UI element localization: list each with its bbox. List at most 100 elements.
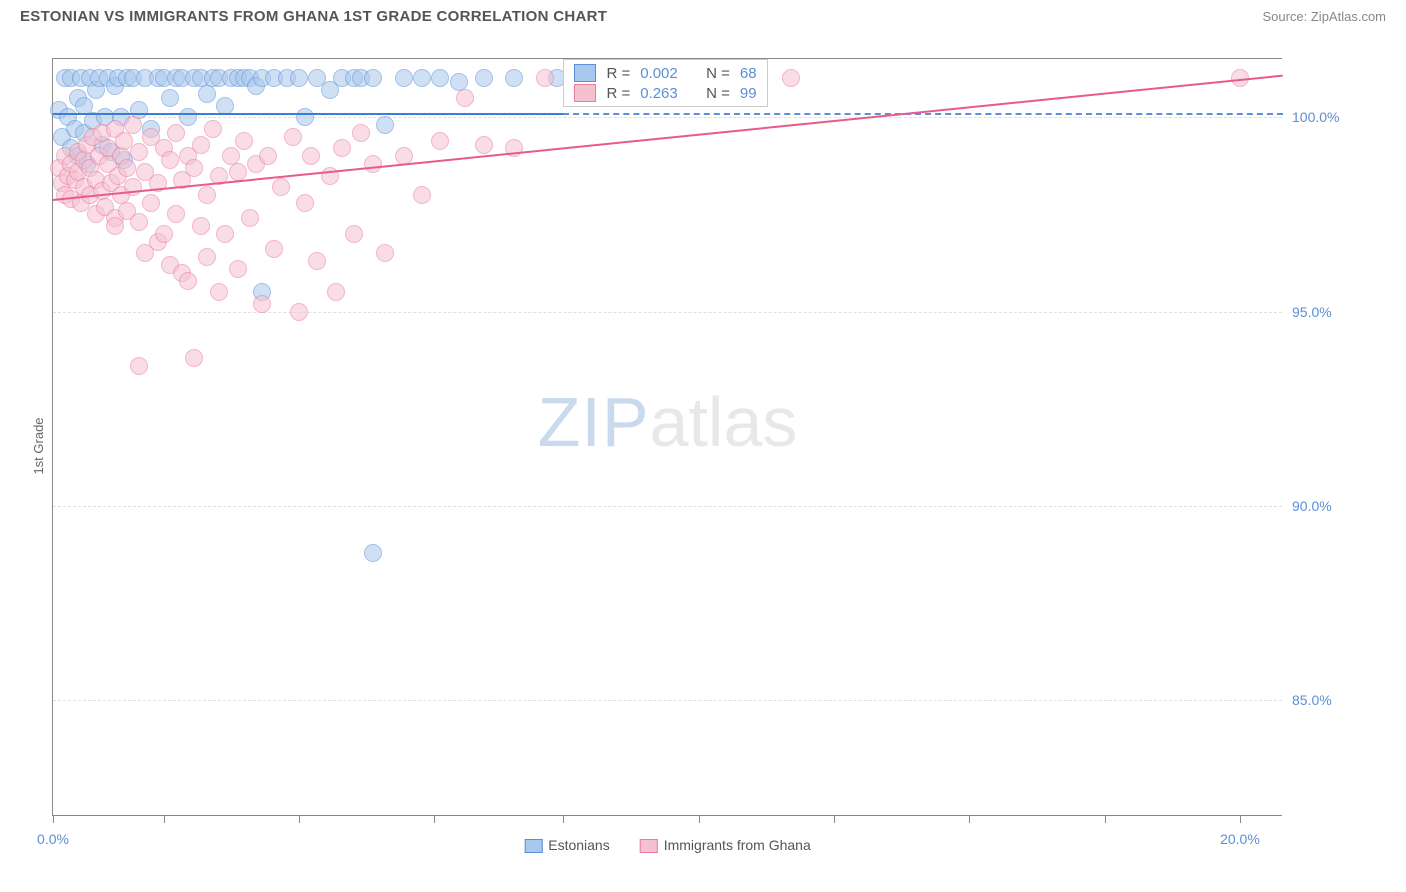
- scatter-point: [327, 283, 345, 301]
- x-tick: [1105, 815, 1106, 823]
- y-tick-label: 95.0%: [1292, 304, 1352, 320]
- gridline: [53, 312, 1282, 313]
- scatter-point: [179, 108, 197, 126]
- scatter-point: [229, 260, 247, 278]
- x-tick: [699, 815, 700, 823]
- scatter-point: [130, 143, 148, 161]
- scatter-point: [210, 283, 228, 301]
- scatter-point: [155, 225, 173, 243]
- y-tick-label: 100.0%: [1292, 109, 1352, 125]
- scatter-point: [161, 151, 179, 169]
- scatter-point: [204, 120, 222, 138]
- scatter-point: [130, 213, 148, 231]
- scatter-point: [192, 136, 210, 154]
- scatter-point: [505, 69, 523, 87]
- legend-swatch: [574, 84, 596, 102]
- x-tick: [969, 815, 970, 823]
- scatter-point: [296, 194, 314, 212]
- series-legend: Estonians Immigrants from Ghana: [524, 837, 811, 853]
- scatter-point: [364, 544, 382, 562]
- scatter-point: [192, 217, 210, 235]
- legend-item: Estonians: [524, 837, 609, 853]
- scatter-point: [216, 97, 234, 115]
- legend-row: R =0.263 N =99: [574, 84, 756, 102]
- scatter-point: [456, 89, 474, 107]
- correlation-legend: R =0.002 N =68 R =0.263 N =99: [563, 59, 767, 107]
- legend-swatch: [640, 839, 658, 853]
- scatter-point: [229, 163, 247, 181]
- scatter-point: [106, 217, 124, 235]
- legend-swatch: [524, 839, 542, 853]
- x-tick: [1240, 815, 1241, 823]
- scatter-point: [413, 186, 431, 204]
- y-axis-label: 1st Grade: [31, 417, 46, 474]
- scatter-point: [364, 155, 382, 173]
- gridline: [53, 117, 1282, 118]
- scatter-point: [272, 178, 290, 196]
- scatter-point: [364, 69, 382, 87]
- legend-swatch: [574, 64, 596, 82]
- scatter-point: [167, 205, 185, 223]
- watermark: ZIPatlas: [538, 382, 798, 462]
- scatter-point: [161, 89, 179, 107]
- x-tick: [299, 815, 300, 823]
- scatter-point: [290, 303, 308, 321]
- scatter-point: [265, 240, 283, 258]
- scatter-point: [124, 178, 142, 196]
- scatter-point: [308, 252, 326, 270]
- scatter-point: [216, 225, 234, 243]
- scatter-point: [241, 209, 259, 227]
- scatter-point: [782, 69, 800, 87]
- scatter-point: [290, 69, 308, 87]
- scatter-point: [198, 248, 216, 266]
- source-label: Source: ZipAtlas.com: [1262, 9, 1386, 24]
- scatter-point: [536, 69, 554, 87]
- gridline: [53, 506, 1282, 507]
- chart-title: ESTONIAN VS IMMIGRANTS FROM GHANA 1ST GR…: [20, 8, 607, 25]
- scatter-point: [185, 349, 203, 367]
- scatter-point: [333, 139, 351, 157]
- scatter-point: [235, 132, 253, 150]
- legend-label: Estonians: [548, 837, 609, 853]
- x-tick: [164, 815, 165, 823]
- scatter-point: [431, 132, 449, 150]
- scatter-point: [284, 128, 302, 146]
- trend-line: [563, 113, 1283, 115]
- x-tick-label: 20.0%: [1220, 831, 1260, 847]
- scatter-point: [115, 132, 133, 150]
- x-tick: [563, 815, 564, 823]
- scatter-point: [376, 244, 394, 262]
- legend-label: Immigrants from Ghana: [664, 837, 811, 853]
- scatter-point: [296, 108, 314, 126]
- scatter-point: [167, 124, 185, 142]
- scatter-point: [345, 225, 363, 243]
- x-tick: [53, 815, 54, 823]
- scatter-point: [198, 85, 216, 103]
- scatter-point: [431, 69, 449, 87]
- y-tick-label: 90.0%: [1292, 498, 1352, 514]
- chart-plot-area: ZIPatlas 85.0%90.0%95.0%100.0%0.0%20.0%R…: [52, 58, 1282, 816]
- x-tick: [834, 815, 835, 823]
- scatter-point: [259, 147, 277, 165]
- x-tick-label: 0.0%: [37, 831, 69, 847]
- y-tick-label: 85.0%: [1292, 692, 1352, 708]
- scatter-point: [253, 295, 271, 313]
- gridline: [53, 700, 1282, 701]
- x-tick: [434, 815, 435, 823]
- scatter-point: [475, 136, 493, 154]
- scatter-point: [413, 69, 431, 87]
- scatter-point: [185, 159, 203, 177]
- scatter-point: [179, 272, 197, 290]
- scatter-point: [475, 69, 493, 87]
- scatter-point: [198, 186, 216, 204]
- scatter-point: [395, 69, 413, 87]
- scatter-point: [376, 116, 394, 134]
- scatter-point: [302, 147, 320, 165]
- scatter-point: [352, 124, 370, 142]
- trend-line: [53, 113, 563, 115]
- legend-row: R =0.002 N =68: [574, 64, 756, 82]
- scatter-point: [142, 194, 160, 212]
- legend-item: Immigrants from Ghana: [640, 837, 811, 853]
- scatter-point: [124, 116, 142, 134]
- scatter-point: [118, 159, 136, 177]
